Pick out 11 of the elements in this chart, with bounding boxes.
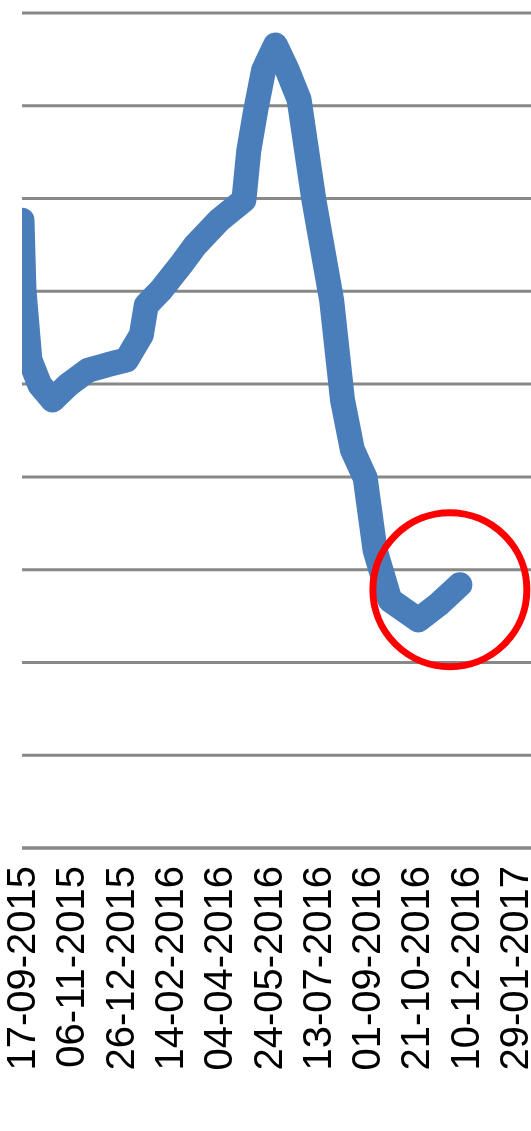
x-tick-label: 01-09-2016 [344,866,389,1071]
x-tick-label: 29-01-2017 [492,866,531,1071]
x-tick-label: 17-09-2015 [0,866,43,1071]
x-tick-label: 13-07-2016 [294,866,339,1071]
x-tick-label: 04-04-2016 [196,866,241,1071]
x-tick-label: 26-12-2015 [97,866,142,1071]
x-tick-label: 24-05-2016 [245,866,290,1071]
x-tick-label: 14-02-2016 [146,866,191,1071]
x-tick-label: 06-11-2015 [48,866,93,1068]
x-tick-label: 21-10-2016 [393,866,438,1071]
x-tick-label: 10-12-2016 [442,866,487,1071]
